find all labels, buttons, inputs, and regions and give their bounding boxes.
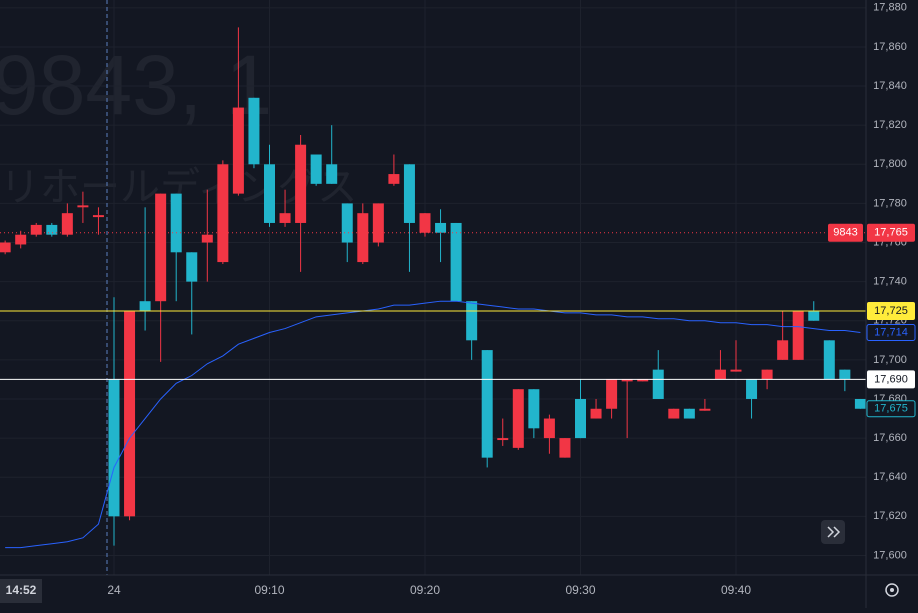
candle-body bbox=[839, 369, 851, 380]
candle-body bbox=[512, 389, 524, 448]
price-label-box bbox=[867, 370, 915, 389]
candle-body bbox=[652, 369, 664, 399]
candle-body bbox=[201, 234, 213, 243]
candle-body bbox=[777, 340, 789, 360]
candle-body bbox=[264, 164, 275, 223]
y-tick-label: 17,640 bbox=[873, 471, 907, 483]
x-tick-label: 24 bbox=[107, 583, 121, 597]
y-tick-label: 17,740 bbox=[873, 276, 907, 288]
time-box bbox=[0, 579, 42, 603]
candle-body bbox=[139, 301, 151, 311]
price-label-box bbox=[867, 301, 915, 320]
candle-body bbox=[0, 242, 11, 253]
candle-body bbox=[668, 408, 680, 419]
candle-body bbox=[730, 369, 742, 372]
candle-body bbox=[761, 369, 773, 380]
y-tick-label: 17,860 bbox=[873, 41, 907, 53]
candle-body bbox=[559, 438, 571, 458]
y-tick-label: 17,600 bbox=[873, 549, 907, 561]
candle-body bbox=[124, 310, 136, 517]
price-label: 17,765 bbox=[874, 227, 908, 239]
y-tick-label: 17,780 bbox=[873, 197, 907, 209]
candle-body bbox=[575, 398, 586, 439]
candle-body bbox=[606, 379, 618, 409]
candle-body bbox=[823, 340, 835, 380]
candle-body bbox=[854, 398, 866, 409]
candle-body bbox=[621, 379, 633, 382]
candle-body bbox=[419, 213, 431, 233]
candle-body bbox=[466, 301, 478, 341]
candle-body bbox=[714, 369, 726, 380]
candle-body bbox=[15, 234, 27, 245]
candle-body bbox=[326, 164, 338, 184]
tag-label: 9843 bbox=[833, 227, 857, 239]
candle-body bbox=[108, 379, 120, 517]
settings-dot bbox=[890, 588, 894, 592]
candle-body bbox=[46, 224, 58, 235]
candle-body bbox=[61, 213, 73, 235]
candle-body bbox=[30, 224, 42, 235]
x-tick-label: 09:20 bbox=[410, 583, 440, 597]
candle-body bbox=[232, 107, 244, 194]
candle-body bbox=[435, 222, 447, 233]
candle-body bbox=[186, 252, 198, 282]
axis-label: 17,714 bbox=[874, 326, 908, 338]
x-tick-label: 09:10 bbox=[254, 583, 284, 597]
tag-box bbox=[828, 223, 863, 242]
x-tick-label: 09:30 bbox=[565, 583, 595, 597]
candle-body bbox=[341, 203, 353, 243]
candle-body bbox=[497, 438, 509, 441]
price-label-box bbox=[867, 223, 915, 242]
candle-body bbox=[590, 408, 602, 419]
candle-body bbox=[637, 379, 649, 382]
settings-button[interactable] bbox=[885, 583, 899, 597]
y-tick-label: 17,880 bbox=[873, 2, 907, 14]
y-tick-label: 17,840 bbox=[873, 80, 907, 92]
candle-body bbox=[77, 205, 89, 208]
candle-body bbox=[279, 213, 291, 223]
candle-body bbox=[155, 193, 167, 302]
x-tick-label: 09:40 bbox=[721, 583, 751, 597]
candle-body bbox=[403, 164, 415, 223]
y-tick-label: 17,800 bbox=[873, 158, 907, 170]
candle-body bbox=[450, 222, 462, 302]
candle-body bbox=[217, 164, 229, 263]
price-label: 17,690 bbox=[874, 373, 908, 385]
y-tick-label: 17,620 bbox=[873, 510, 907, 522]
candle-body bbox=[295, 144, 307, 223]
axis-label-box bbox=[866, 400, 916, 418]
y-tick-label: 17,700 bbox=[873, 354, 907, 366]
axis-label: 17,675 bbox=[874, 403, 908, 415]
candle-body bbox=[357, 213, 369, 263]
y-tick-label: 17,660 bbox=[873, 432, 907, 444]
candle-body bbox=[792, 310, 804, 360]
candle-body bbox=[372, 203, 384, 243]
candle-body bbox=[170, 193, 182, 253]
candle-body bbox=[699, 408, 711, 411]
candle-body bbox=[92, 215, 104, 218]
candle-body bbox=[543, 418, 555, 439]
candle-body bbox=[528, 389, 540, 429]
candle-body bbox=[808, 310, 820, 321]
moving-average bbox=[5, 300, 861, 549]
price-label: 17,725 bbox=[874, 305, 908, 317]
candle-body bbox=[310, 154, 322, 184]
candle-body bbox=[388, 174, 400, 184]
candle-body bbox=[683, 408, 695, 419]
current-time: 14:52 bbox=[6, 583, 37, 597]
candle-body bbox=[746, 379, 758, 399]
y-tick-label: 17,820 bbox=[873, 119, 907, 131]
axis-label-box bbox=[866, 323, 916, 341]
watermark-symbol: 9843, 1 bbox=[0, 38, 272, 132]
candle-body bbox=[248, 97, 260, 165]
candle-body bbox=[481, 350, 493, 458]
scroll-icon bbox=[827, 526, 841, 538]
